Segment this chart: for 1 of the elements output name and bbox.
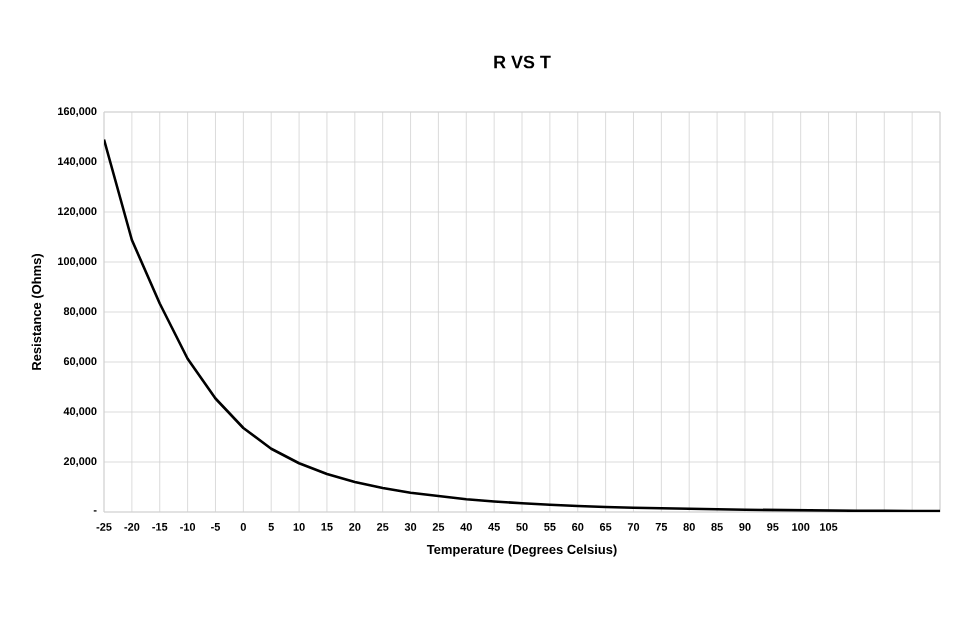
chart-title: R VS T — [494, 55, 551, 69]
